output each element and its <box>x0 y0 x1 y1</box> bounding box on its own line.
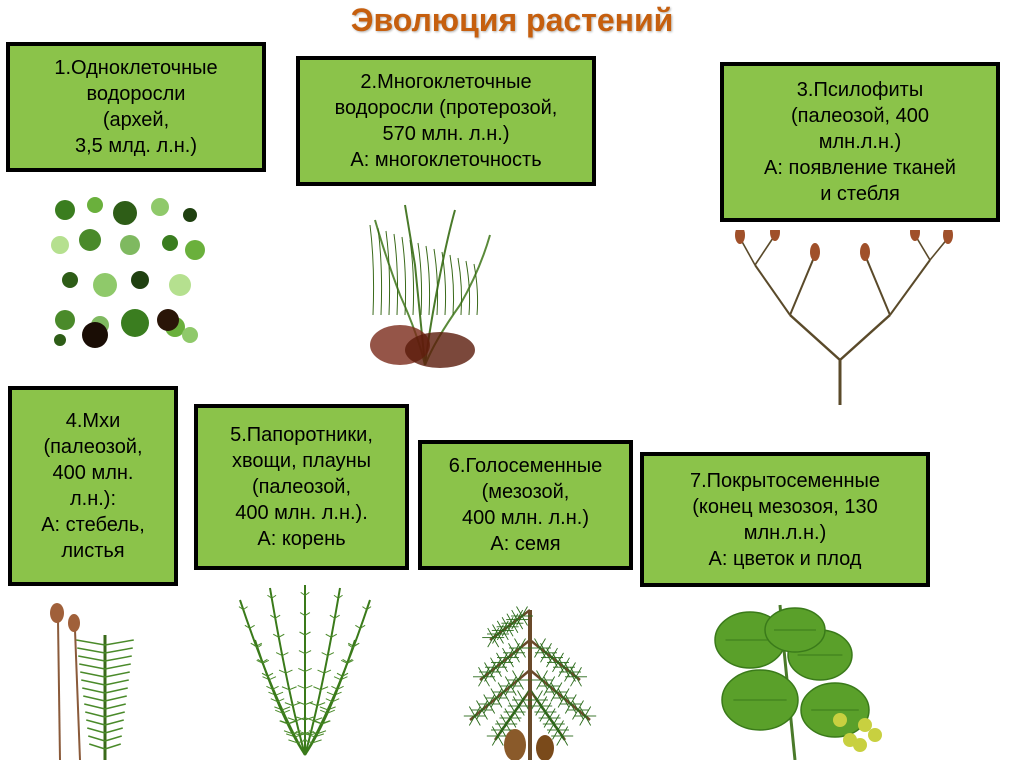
psilophytes-illustration <box>720 230 960 405</box>
box-text-line: 400 млн. л.н.). <box>208 500 395 526</box>
box-text-line: А: появление тканей <box>734 155 986 181</box>
gymnosperms-illustration <box>440 580 620 760</box>
box-text-line: (палеозой, 400 <box>734 103 986 129</box>
box-text-line: 400 млн. л.н.) <box>432 505 619 531</box>
box-text-line: 3.Псилофиты <box>734 77 986 103</box>
page-title: Эволюция растений <box>0 2 1024 39</box>
box-text-line: л.н.): <box>22 486 164 512</box>
box-text-line: 3,5 млд. л.н.) <box>20 133 252 159</box>
box-text-line: 6.Голосеменные <box>432 453 619 479</box>
box-text-line: А: цветок и плод <box>654 546 916 572</box>
stage-box-3-psilophytes: 3.Псилофиты(палеозой, 400млн.л.н.)А: поя… <box>720 62 1000 222</box>
box-text-line: 570 млн. л.н.) <box>310 121 582 147</box>
angiosperms-illustration <box>700 600 890 760</box>
box-text-line: (архей, <box>20 107 252 133</box>
stage-box-6-gymnosperms: 6.Голосеменные(мезозой,400 млн. л.н.)А: … <box>418 440 633 570</box>
box-text-line: (палеозой, <box>22 434 164 460</box>
box-text-line: А: многоклеточность <box>310 147 582 173</box>
box-text-line: (конец мезозоя, 130 <box>654 494 916 520</box>
moss-illustration <box>20 595 170 760</box>
box-text-line: 7.Покрытосеменные <box>654 468 916 494</box>
box-text-line: водоросли <box>20 81 252 107</box>
box-text-line: (палеозой, <box>208 474 395 500</box>
box-text-line: и стебля <box>734 181 986 207</box>
box-text-line: хвощи, плауны <box>208 448 395 474</box>
stage-box-7-angiosperms: 7.Покрытосеменные(конец мезозоя, 130млн.… <box>640 452 930 587</box>
box-text-line: 1.Одноклеточные <box>20 55 252 81</box>
box-text-line: водоросли (протерозой, <box>310 95 582 121</box>
unicellular-algae-illustration <box>40 185 210 355</box>
stage-box-4-mosses: 4.Мхи(палеозой,400 млн.л.н.):А: стебель,… <box>8 386 178 586</box>
stage-box-2-multicellular-algae: 2.Многоклеточныеводоросли (протерозой,57… <box>296 56 596 186</box>
box-text-line: 4.Мхи <box>22 408 164 434</box>
box-text-line: А: семя <box>432 531 619 557</box>
box-text-line: листья <box>22 538 164 564</box>
box-text-line: А: стебель, <box>22 512 164 538</box>
box-text-line: (мезозой, <box>432 479 619 505</box>
box-text-line: А: корень <box>208 526 395 552</box>
ferns-illustration <box>210 580 400 760</box>
stage-box-1-unicellular-algae: 1.Одноклеточныеводоросли(архей,3,5 млд. … <box>6 42 266 172</box>
box-text-line: млн.л.н.) <box>734 129 986 155</box>
stage-box-5-ferns: 5.Папоротники,хвощи, плауны(палеозой,400… <box>194 404 409 570</box>
box-text-line: млн.л.н.) <box>654 520 916 546</box>
multicellular-algae-illustration <box>330 195 520 370</box>
box-text-line: 2.Многоклеточные <box>310 69 582 95</box>
box-text-line: 5.Папоротники, <box>208 422 395 448</box>
box-text-line: 400 млн. <box>22 460 164 486</box>
